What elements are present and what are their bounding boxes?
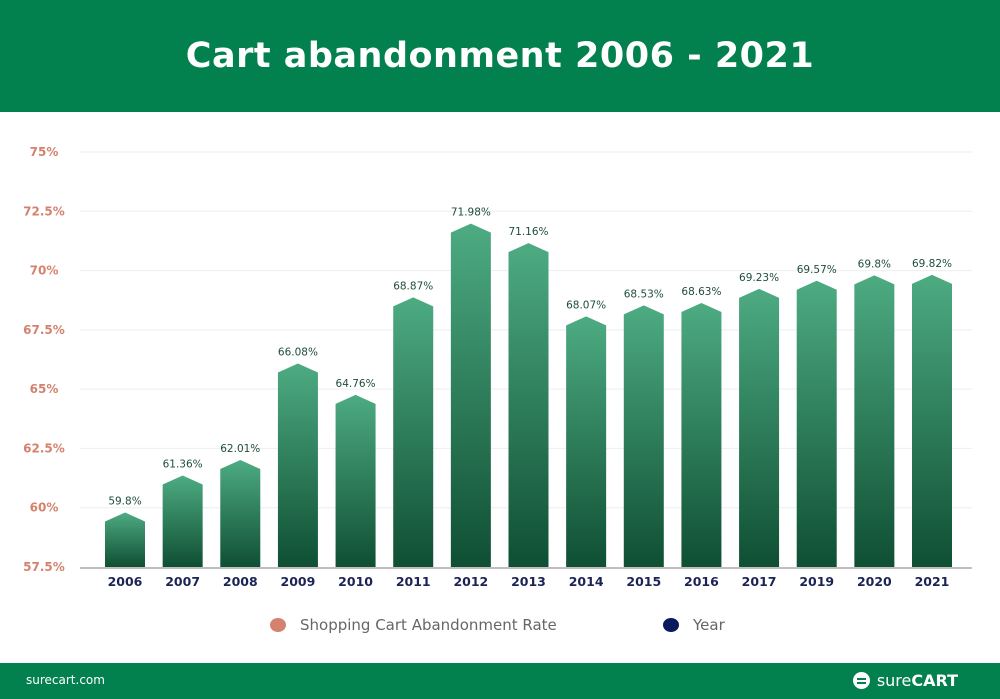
y-tick-label: 65% [30, 382, 59, 396]
data-label: 62.01% [220, 443, 260, 455]
logo-text-light: sure [876, 671, 912, 690]
data-label: 68.53% [624, 288, 664, 300]
bar [912, 274, 952, 567]
bar [277, 363, 318, 567]
legend-swatch-rate [270, 618, 286, 632]
chart-title: Cart abandonment 2006 - 2021 [185, 36, 815, 76]
y-tick-label: 67.5% [23, 323, 65, 337]
bar [739, 288, 780, 567]
x-tick-label: 2019 [799, 574, 834, 589]
x-tick-label: 2011 [396, 574, 431, 589]
legend-item-year: Year [663, 616, 725, 634]
bar [393, 297, 434, 567]
data-label: 69.8% [858, 258, 891, 270]
y-tick-label: 57.5% [23, 560, 65, 574]
data-label: 69.23% [739, 272, 779, 284]
bar [508, 243, 549, 567]
x-tick-label: 2016 [684, 574, 719, 589]
y-tick-label: 60% [30, 501, 59, 515]
data-label: 69.57% [797, 264, 837, 276]
x-tick-label: 2013 [511, 574, 546, 589]
data-label: 68.63% [681, 286, 721, 298]
y-tick-label: 62.5% [23, 441, 65, 455]
legend-label-rate: Shopping Cart Abandonment Rate [300, 616, 557, 634]
x-tick-label: 2015 [626, 574, 661, 589]
data-label: 59.8% [108, 495, 141, 507]
bar [220, 460, 261, 567]
x-tick-label: 2021 [915, 574, 950, 589]
bar [796, 280, 837, 567]
x-tick-label: 2012 [453, 574, 488, 589]
data-label: 68.07% [566, 299, 606, 311]
y-tick-label: 75% [30, 145, 59, 159]
x-tick-label: 2006 [108, 574, 143, 589]
bar [566, 316, 607, 567]
bar [450, 223, 491, 568]
bar [623, 305, 664, 567]
y-tick-label: 70% [30, 264, 59, 278]
x-tick-label: 2020 [857, 574, 892, 589]
footer: surecart.com sure CART [0, 663, 1000, 699]
data-label: 71.16% [508, 226, 548, 238]
surecart-logo: sure CART [852, 671, 958, 690]
surecart-logo-icon [852, 672, 870, 689]
x-tick-label: 2008 [223, 574, 258, 589]
legend-item-rate: Shopping Cart Abandonment Rate [270, 616, 557, 634]
legend-label-year: Year [693, 616, 725, 634]
x-tick-label: 2009 [281, 574, 316, 589]
logo-text-bold: CART [911, 671, 958, 690]
footer-site-link[interactable]: surecart.com [26, 673, 105, 687]
y-tick-label: 72.5% [23, 204, 65, 218]
data-label: 71.98% [451, 207, 491, 219]
bar [335, 394, 376, 567]
bar [105, 512, 145, 567]
bar [681, 303, 722, 567]
data-label: 66.08% [278, 347, 318, 359]
header-banner: Cart abandonment 2006 - 2021 [0, 0, 1000, 112]
data-label: 69.82% [912, 258, 952, 270]
data-label: 61.36% [163, 458, 203, 470]
legend: Shopping Cart Abandonment Rate Year [0, 616, 1000, 636]
bar-chart: 57.5% 60% 62.5% 65% 67.5% 70% 72.5% 75% 59.8% 200… [23, 145, 972, 589]
x-tick-label: 2010 [338, 574, 373, 589]
bar [854, 275, 895, 567]
data-label: 64.76% [336, 378, 376, 390]
data-label: 68.87% [393, 280, 433, 292]
x-tick-label: 2017 [742, 574, 777, 589]
x-tick-label: 2007 [165, 574, 200, 589]
x-tick-label: 2014 [569, 574, 604, 589]
bar [162, 475, 203, 567]
legend-swatch-year [663, 618, 679, 632]
